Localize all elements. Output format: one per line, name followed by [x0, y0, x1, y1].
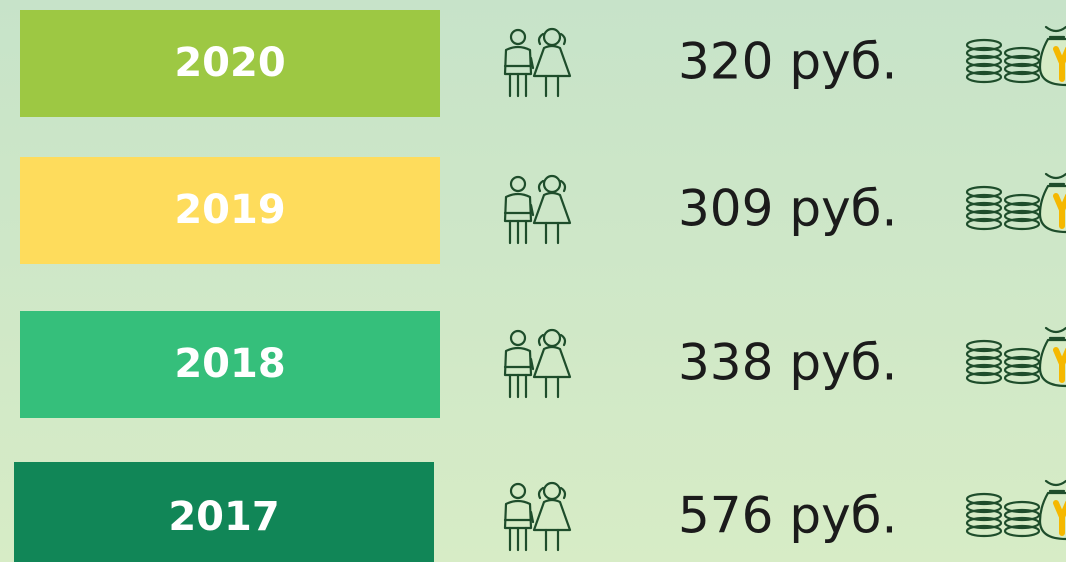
bag-knot [1044, 25, 1066, 39]
row: 2019 309 руб. [20, 157, 1066, 264]
boy-head [509, 28, 527, 46]
boy-head [509, 329, 527, 347]
coin [1003, 201, 1041, 215]
boy-body [503, 499, 533, 530]
girl-dress [529, 498, 572, 532]
girl-dress [529, 44, 572, 78]
kids-icon [503, 481, 572, 552]
bag-knot [1044, 172, 1066, 186]
coins-icon [965, 25, 1066, 87]
coin [965, 339, 1003, 353]
kids-icon [503, 27, 572, 98]
coin [965, 524, 1003, 538]
coin [965, 508, 1003, 522]
amount-label: 576 руб. [678, 487, 897, 545]
year-label: 2017 [168, 494, 279, 540]
girl-legs [544, 528, 560, 552]
coin [965, 209, 1003, 223]
girl-legs [544, 74, 560, 98]
coin [1003, 193, 1041, 207]
row: 2017 576 руб. [14, 462, 1066, 562]
bag-knot [1044, 479, 1066, 493]
coin [1003, 508, 1041, 522]
coin [1003, 54, 1041, 68]
coin [965, 500, 1003, 514]
coin [1003, 524, 1041, 538]
coin [965, 347, 1003, 361]
coin [965, 70, 1003, 84]
coin [1003, 70, 1041, 84]
row: 2020 320 руб. [20, 10, 1066, 117]
bag-mark [1053, 500, 1066, 536]
coin [965, 193, 1003, 207]
amount-label: 320 руб. [678, 33, 897, 91]
girl-legs [544, 221, 560, 245]
coin [1003, 217, 1041, 231]
coin [965, 38, 1003, 52]
year-box [20, 311, 440, 418]
coin [965, 185, 1003, 199]
amount-label: 309 руб. [678, 180, 897, 238]
kids-icon [503, 174, 572, 245]
coin [1003, 371, 1041, 385]
boy-legs [503, 365, 533, 399]
coin [965, 516, 1003, 530]
coin [965, 371, 1003, 385]
boy-legs [503, 64, 533, 98]
boy-head [509, 175, 527, 193]
girl-tails [537, 32, 567, 46]
year-label: 2020 [174, 40, 285, 86]
coin [1003, 347, 1041, 361]
girl-tails [537, 179, 567, 193]
year-box [14, 462, 434, 562]
amount-label: 338 руб. [678, 334, 897, 392]
year-label: 2018 [174, 341, 285, 387]
coin [965, 355, 1003, 369]
coins-icon [965, 326, 1066, 388]
girl-tails [537, 333, 567, 347]
coin [965, 201, 1003, 215]
boy-body [503, 346, 533, 377]
girl-tails [537, 486, 567, 500]
coin [965, 363, 1003, 377]
coin [1003, 46, 1041, 60]
row: 2018 338 руб. [20, 311, 1066, 418]
bag-mark [1053, 347, 1066, 383]
girl-dress [529, 345, 572, 379]
year-box [20, 157, 440, 264]
coin [965, 62, 1003, 76]
year-label: 2019 [174, 187, 285, 233]
boy-head [509, 482, 527, 500]
coin [1003, 355, 1041, 369]
boy-legs [503, 211, 533, 245]
year-box [20, 10, 440, 117]
girl-legs [544, 375, 560, 399]
boy-body [503, 192, 533, 223]
bag-knot [1044, 326, 1066, 340]
coins-icon [965, 172, 1066, 234]
coin [965, 54, 1003, 68]
coin [965, 46, 1003, 60]
kids-icon [503, 328, 572, 399]
coin [1003, 500, 1041, 514]
bag-mark [1053, 193, 1066, 229]
bag-mark [1053, 46, 1066, 82]
girl-dress [529, 191, 572, 225]
boy-body [503, 45, 533, 76]
boy-legs [503, 518, 533, 552]
coin [965, 492, 1003, 506]
coin [965, 217, 1003, 231]
